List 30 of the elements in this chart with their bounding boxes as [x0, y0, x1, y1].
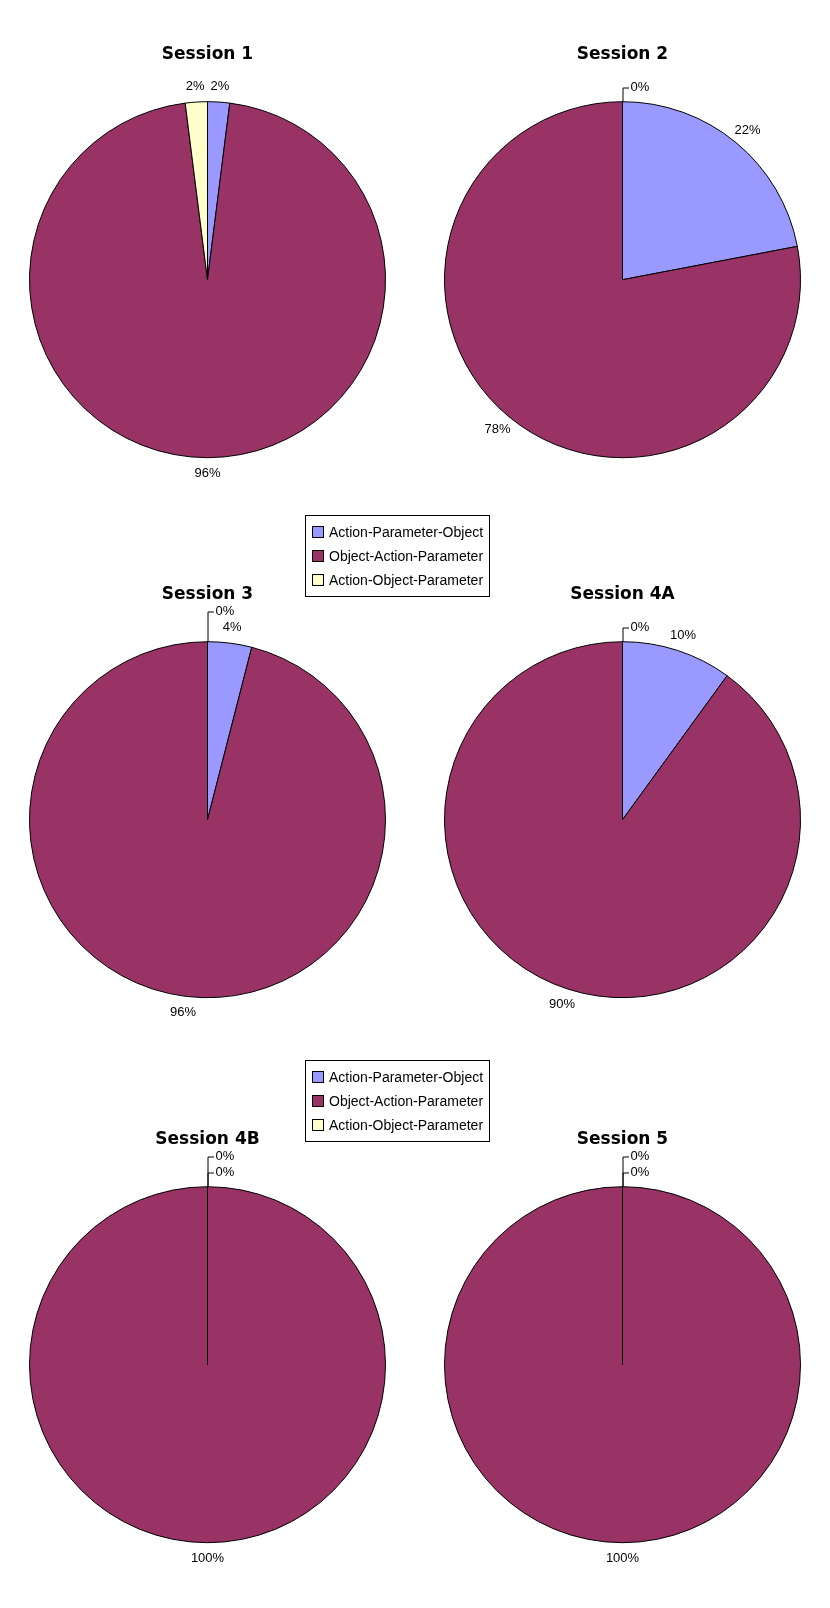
chart-title: Session 4A — [570, 582, 676, 603]
text: 0% — [215, 1148, 235, 1164]
legend-label: Object-Action-Parameter — [329, 548, 484, 564]
text: Session 3 — [161, 582, 254, 603]
legend-label: Action-Object-Parameter — [329, 1117, 484, 1133]
legend-label: Action-Parameter-Object — [329, 524, 484, 540]
data-label: 78% — [484, 420, 512, 436]
data-label: 96% — [169, 1003, 197, 1019]
legend-label: Action-Parameter-Object — [329, 1069, 484, 1085]
data-label: 2% — [185, 77, 206, 93]
text: 0% — [630, 1164, 650, 1180]
chart-title: Session 1 — [161, 42, 254, 63]
data-label: 10% — [670, 626, 697, 642]
text: Session 4B — [155, 1127, 260, 1148]
data-label: 100% — [190, 1550, 225, 1566]
data-label: 2% — [210, 77, 230, 93]
data-label: 90% — [548, 995, 576, 1011]
data-label: 96% — [194, 465, 221, 481]
chart-title: Session 5 — [576, 1127, 669, 1148]
legend-label: Action-Object-Parameter — [329, 572, 484, 588]
text: 0% — [215, 1164, 235, 1180]
text: 0% — [630, 619, 650, 635]
legend-label: Object-Action-Parameter — [329, 1093, 484, 1109]
chart-title: Session 2 — [576, 42, 669, 63]
text: 0% — [630, 1148, 650, 1164]
data-label: 4% — [222, 618, 242, 634]
text: 0% — [630, 79, 650, 95]
data-label: 100% — [605, 1550, 640, 1566]
data-label: 22% — [734, 121, 761, 137]
text: 0% — [215, 603, 235, 619]
